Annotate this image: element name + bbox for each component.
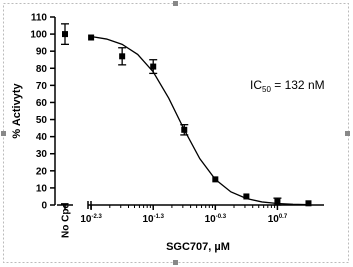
x-tick-label: 10-2.3 [80, 214, 102, 225]
data-point [62, 31, 68, 38]
x-tick-exponent: 0.7 [279, 214, 288, 220]
y-tick-label: 50 [36, 115, 48, 126]
data-point [243, 193, 250, 200]
data-point [119, 53, 126, 60]
x-tick-label: 10-0.3 [205, 214, 227, 225]
y-axis-label: % Activyty [11, 83, 23, 139]
control-label: No Cpd [61, 202, 72, 238]
data-point [274, 198, 281, 205]
annotation: IC50 = 132 nM [250, 78, 325, 94]
handle [345, 131, 350, 136]
x-tick-base: 10 [205, 214, 217, 225]
y-tick-label: 110 [31, 13, 48, 24]
y-tick-label: 10 [36, 183, 48, 194]
y-tick-label: 30 [36, 149, 48, 160]
x-tick-label: 10-1.3 [142, 214, 164, 225]
x-tick-label: 100.7 [268, 214, 288, 225]
x-axis-label: SGC707, µM [166, 241, 230, 253]
y-tick-label: 20 [36, 166, 48, 177]
y-tick-label: 80 [36, 64, 48, 75]
y-tick-label: 0 [41, 201, 47, 212]
x-tick-base: 10 [80, 214, 92, 225]
data-point [305, 200, 312, 207]
x-tick-exponent: -2.3 [91, 214, 102, 220]
x-tick-base: 10 [142, 214, 154, 225]
y-tick-label: 40 [36, 132, 48, 143]
fit-curve [90, 35, 309, 206]
annotation-subscript: 50 [262, 85, 271, 94]
handle [1, 131, 6, 136]
y-tick-label: 90 [36, 47, 48, 58]
y-tick-label: 60 [36, 98, 48, 109]
handle [173, 260, 178, 265]
data-point [150, 63, 157, 70]
y-tick-label: 70 [36, 81, 48, 92]
data-point [88, 34, 95, 41]
y-tick-label: 100 [30, 30, 47, 41]
handle [173, 1, 178, 6]
x-tick-exponent: -0.3 [216, 214, 227, 220]
data-point [212, 176, 219, 183]
annotation-rest: = 132 nM [271, 78, 325, 92]
x-tick-exponent: -1.3 [154, 214, 165, 220]
annotation-text: IC [250, 78, 262, 92]
data-point [181, 126, 188, 133]
x-tick-base: 10 [268, 214, 280, 225]
